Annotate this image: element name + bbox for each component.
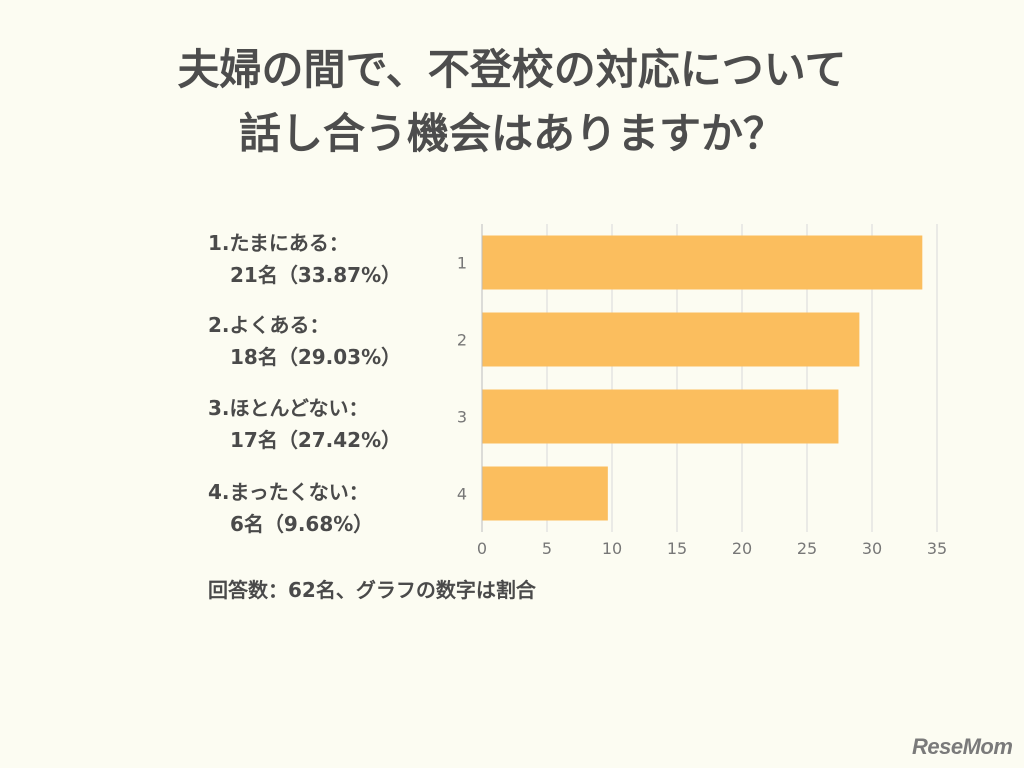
bar-4 xyxy=(482,466,608,521)
category-label-3-name: 3.ほとんどない： xyxy=(208,396,369,420)
resemom-logo: ReseMom xyxy=(912,734,1013,759)
category-label-3-count: 17名（27.42%） xyxy=(230,428,402,452)
y-tick-label-2: 2 xyxy=(457,331,467,350)
x-tick-label-1: 5 xyxy=(542,539,552,558)
category-label-4-count: 6名（9.68%） xyxy=(230,512,374,536)
bar-3 xyxy=(482,389,839,444)
bar-1 xyxy=(482,235,923,290)
category-label-4: 4.まったくない： 6名（9.68%） xyxy=(208,476,448,540)
category-label-2-count: 18名（29.03%） xyxy=(230,345,402,369)
x-tick-label-7: 35 xyxy=(927,539,947,558)
x-tick-label-6: 30 xyxy=(862,539,882,558)
y-tick-label-3: 3 xyxy=(457,408,467,427)
y-tick-label-1: 1 xyxy=(457,254,467,273)
x-tick-label-3: 15 xyxy=(667,539,687,558)
category-label-1-count: 21名（33.87%） xyxy=(230,263,402,287)
chart-title-line2: 話し合う機会はありますか？ xyxy=(238,109,785,158)
category-label-4-name: 4.まったくない： xyxy=(208,480,369,504)
chart-title-line1: 夫婦の間で、不登校の対応について xyxy=(177,45,847,94)
category-label-1-name: 1.たまにある： xyxy=(208,231,349,255)
chart-title: 夫婦の間で、不登校の対応について 話し合う機会はありますか？ xyxy=(0,38,1024,166)
category-label-3: 3.ほとんどない： 17名（27.42%） xyxy=(208,392,448,456)
x-tick-label-5: 25 xyxy=(797,539,817,558)
category-label-1: 1.たまにある： 21名（33.87%） xyxy=(208,227,448,291)
x-tick-label-2: 10 xyxy=(602,539,622,558)
y-tick-label-4: 4 xyxy=(457,485,467,504)
x-tick-label-0: 0 xyxy=(477,539,487,558)
category-label-2-name: 2.よくある： xyxy=(208,313,330,337)
footnote: 回答数：62名、グラフの数字は割合 xyxy=(208,578,536,602)
bar-2 xyxy=(482,312,860,367)
x-tick-label-4: 20 xyxy=(732,539,752,558)
category-label-2: 2.よくある： 18名（29.03%） xyxy=(208,309,448,373)
